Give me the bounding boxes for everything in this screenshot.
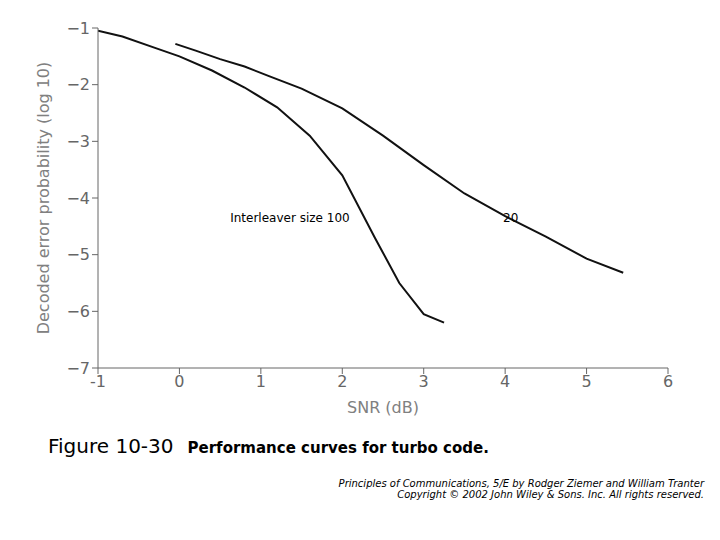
svg-text:5: 5	[581, 372, 591, 391]
html-text:Principles of Communications,: Principles of Communications, 5/E by Rod…	[338, 478, 704, 489]
svg-text:1: 1	[256, 372, 266, 391]
svg-text:−2: −2	[66, 75, 90, 94]
svg-text:−7: −7	[66, 359, 90, 378]
html-text:Performance curves for turbo c: Performance curves for turbo code.	[187, 439, 489, 457]
svg-text:6: 6	[663, 372, 673, 391]
svg-text:−6: −6	[66, 302, 90, 321]
html-text:Copyright © 2002 John Wiley &: Copyright © 2002 John Wiley & Sons. Inc.…	[397, 489, 704, 500]
svg-text:2: 2	[337, 372, 347, 391]
svg-text:0: 0	[174, 372, 184, 391]
svg-text:−1: −1	[66, 19, 90, 38]
svg-text:SNR (dB): SNR (dB)	[347, 398, 419, 417]
svg-text:3: 3	[419, 372, 429, 391]
svg-text:20: 20	[503, 211, 518, 225]
svg-text:Interleaver size 100: Interleaver size 100	[230, 211, 349, 225]
svg-text:−3: −3	[66, 132, 90, 151]
html-text:Figure 10-30: Figure 10-30	[48, 434, 174, 458]
svg-text:4: 4	[500, 372, 510, 391]
svg-text:-1: -1	[90, 372, 106, 391]
svg-text:−5: −5	[66, 245, 90, 264]
svg-text:−4: −4	[66, 189, 90, 208]
svg-text:Decoded error probability (log: Decoded error probability (log 10)	[34, 62, 53, 335]
